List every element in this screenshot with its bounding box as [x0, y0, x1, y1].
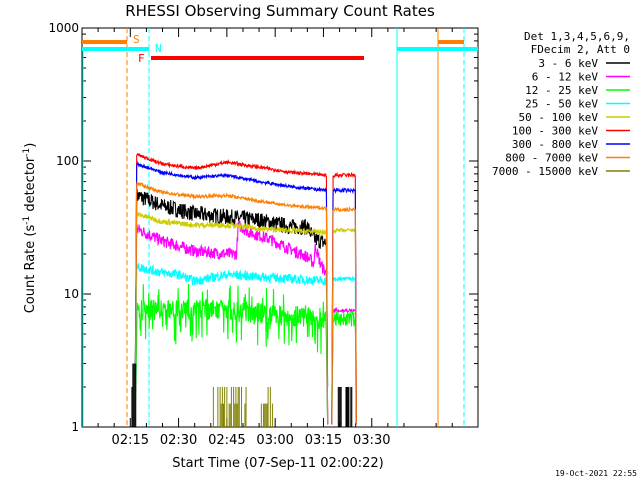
- series-line: [134, 160, 329, 425]
- series-line: [134, 188, 329, 388]
- x-tick-label: 02:30: [160, 433, 197, 448]
- series-4: [134, 211, 329, 425]
- x-tick-label: 03:15: [305, 433, 342, 448]
- legend-header-line1: Det 1,3,4,5,6,9,: [524, 30, 630, 43]
- y-tick-label: 1000: [48, 21, 79, 35]
- y-tick-label: 1: [71, 420, 79, 434]
- legend-entry-label: 6 - 12 keV: [532, 71, 599, 84]
- flag-label-f: F: [138, 52, 145, 65]
- x-tick-label: 03:00: [256, 433, 293, 448]
- right-segment-line-5: [331, 187, 357, 425]
- x-tick-label: 02:15: [112, 433, 149, 448]
- legend-entry-label: 12 - 25 keV: [525, 84, 598, 97]
- legend-header-line2: FDecim 2, Att 0: [531, 43, 630, 56]
- series-layer: [131, 152, 353, 427]
- series-0-spikes: [131, 363, 353, 427]
- legend-entry-label: 3 - 6 keV: [538, 57, 598, 70]
- y-axis-label: Count Rate (s-1 detector-1): [22, 143, 38, 314]
- legend-entry-label: 100 - 300 keV: [512, 125, 598, 138]
- footer-timestamp: 19-Oct-2021 22:55: [555, 469, 637, 478]
- legend-entry-label: 300 - 800 keV: [512, 138, 598, 151]
- series-6: [134, 160, 329, 425]
- flag-bars: [82, 40, 478, 60]
- right-segment-line-1: [331, 311, 357, 425]
- x-tick-label: 03:30: [353, 433, 390, 448]
- right-segment-line-2: [331, 275, 357, 425]
- series-line: [134, 180, 329, 425]
- legend-entry-label: 800 - 7000 keV: [505, 152, 598, 165]
- legend-entry-label: 7000 - 15000 keV: [492, 165, 598, 178]
- series-line: [134, 152, 329, 425]
- y-tick-label: 10: [64, 287, 79, 301]
- series-8: [212, 386, 274, 427]
- series-line: [134, 283, 329, 425]
- series-3: [134, 262, 329, 425]
- series-5: [134, 152, 329, 425]
- legend-entry-label: 25 - 50 keV: [525, 98, 598, 111]
- legend: Det 1,3,4,5,6,9, FDecim 2, Att 0 3 - 6 k…: [492, 30, 630, 178]
- right-segment-layer: [331, 171, 357, 425]
- flag-label-n: N: [155, 42, 162, 55]
- series-line: [134, 220, 329, 425]
- flag-label-s: S: [133, 33, 140, 46]
- series-0: [134, 188, 329, 388]
- series-line: [134, 262, 329, 425]
- right-segment-line-6: [331, 206, 357, 425]
- y-tick-label: 100: [56, 154, 79, 168]
- x-tick-label: 02:45: [208, 433, 245, 448]
- time-markers: [82, 28, 465, 427]
- series-line: [134, 211, 329, 425]
- series-7: [134, 180, 329, 425]
- chart-title: RHESSI Observing Summary Count Rates: [125, 2, 435, 20]
- right-segment-line-3: [331, 227, 357, 425]
- x-axis-label: Start Time (07-Sep-11 02:00:22): [172, 456, 383, 471]
- series-1: [134, 220, 329, 425]
- right-segment-line-4: [331, 171, 357, 425]
- plot-frame: [81, 27, 479, 428]
- series-2: [134, 283, 329, 425]
- right-segment-line-0: [331, 306, 357, 425]
- legend-entry-label: 50 - 100 keV: [519, 111, 599, 124]
